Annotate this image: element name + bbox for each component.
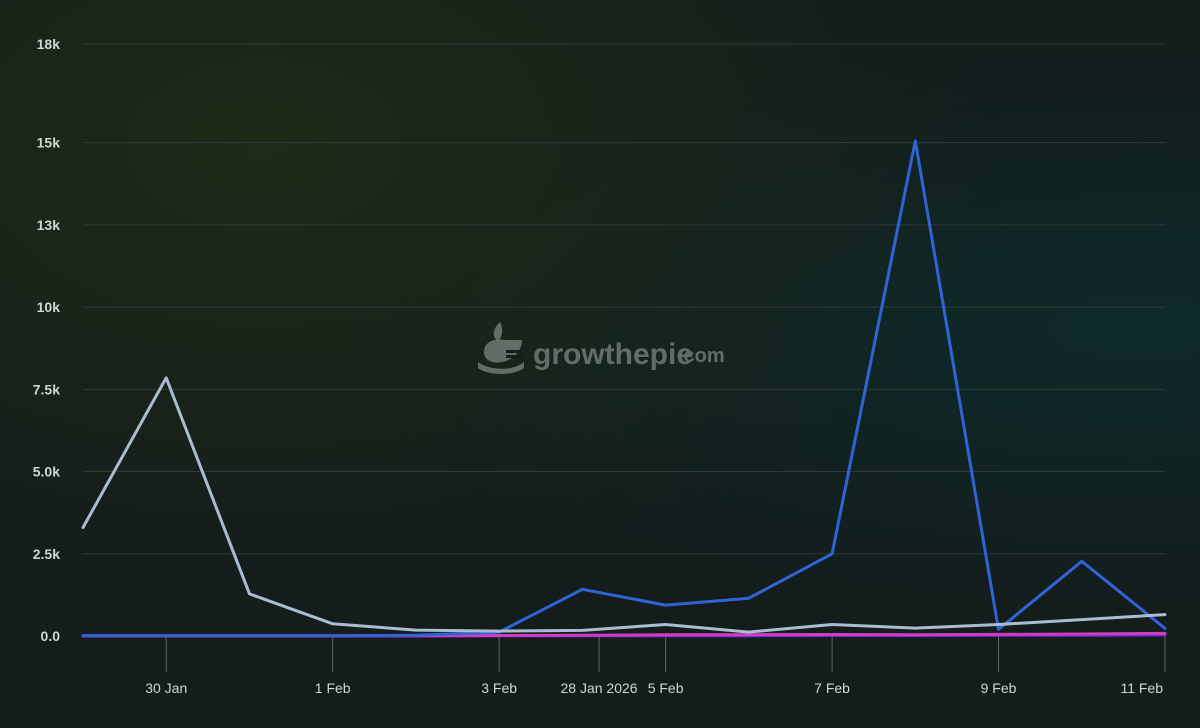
watermark-brand: growthepie (533, 338, 693, 371)
grid-lines (83, 43, 1165, 637)
series-gray-line (81, 376, 1167, 634)
y-tick-label: 18k (37, 36, 61, 52)
y-tick-label: 13k (37, 217, 61, 233)
y-tick-label: 7.5k (33, 381, 60, 397)
x-axis: 30 Jan 1 Feb 3 Feb 28 Jan 2026 5 Feb 7 Feb 9 F… (145, 636, 1166, 696)
series-lines (81, 139, 1167, 638)
y-tick-label: 2.5k (33, 546, 60, 562)
x-tick-label: 5 Feb (648, 680, 684, 696)
x-tick-label: 11 Feb (1120, 680, 1163, 696)
y-tick-label: 5.0k (33, 464, 60, 480)
watermark: growthepie .com (478, 322, 725, 374)
x-tick-label: 9 Feb (981, 680, 1017, 696)
x-tick-label: 28 Jan 2026 (560, 680, 637, 696)
x-tick-label: 30 Jan (145, 680, 187, 696)
y-tick-label: 10k (37, 299, 61, 315)
x-tick-label: 7 Feb (814, 680, 850, 696)
y-tick-label: 0.0 (41, 628, 61, 644)
y-axis: 0.0 2.5k 5.0k 7.5k 10k 13k 15k 18k (33, 36, 60, 644)
y-tick-label: 15k (37, 135, 61, 151)
series-blue-line (81, 139, 1167, 638)
x-tick-label: 1 Feb (315, 680, 351, 696)
watermark-suffix: .com (678, 345, 725, 367)
pie-logo-icon (478, 322, 524, 374)
x-tick-label: 3 Feb (481, 680, 517, 696)
